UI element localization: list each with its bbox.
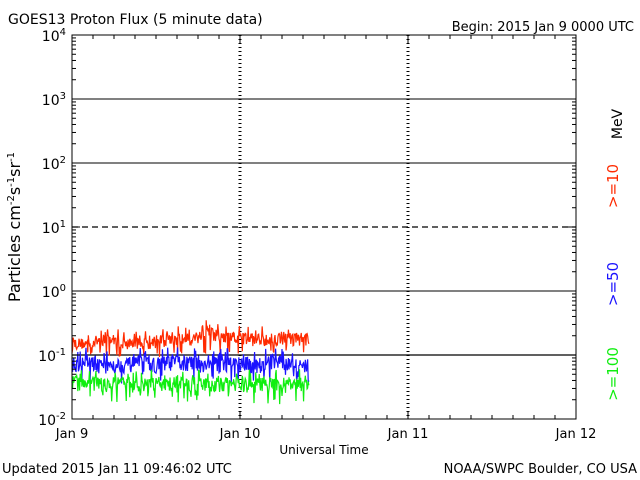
series-line <box>71 347 310 384</box>
x-tick-label: Jan 12 <box>555 427 597 442</box>
series-line <box>71 369 310 405</box>
credit: NOAA/SWPC Boulder, CO USA <box>444 462 637 477</box>
x-tick-label: Jan 9 <box>55 427 88 442</box>
legend-unit: MeV <box>610 108 626 139</box>
y-tick-label: 101 <box>42 219 66 237</box>
begin-time: Begin: 2015 Jan 9 0000 UTC <box>452 20 634 35</box>
axis-ticks <box>71 34 577 420</box>
y-tick-label: 104 <box>42 27 66 45</box>
x-tick-label: Jan 10 <box>219 427 261 442</box>
chart-title: GOES13 Proton Flux (5 minute data) <box>8 12 263 28</box>
y-tick-label: 10-1 <box>38 347 66 365</box>
legend-entry: >=100 <box>604 347 622 401</box>
legend: MeV >=10 >=50 >=100 <box>604 108 626 400</box>
y-tick-label: 103 <box>42 91 66 109</box>
y-tick-label: 102 <box>42 155 66 173</box>
series-line <box>71 320 310 358</box>
updated-timestamp: Updated 2015 Jan 11 09:46:02 UTC <box>2 462 232 477</box>
y-axis-label: Particles cm-2s-1sr-1 <box>5 152 24 302</box>
y-tick-label: 10-2 <box>38 411 66 429</box>
series-layer <box>71 320 310 405</box>
legend-entry: >=10 <box>604 164 622 208</box>
y-tick-label: 100 <box>42 283 66 301</box>
legend-entry: >=50 <box>604 262 622 306</box>
x-tick-label: Jan 11 <box>387 427 429 442</box>
x-tick-labels: Jan 9 Jan 10 Jan 11 Jan 12 <box>55 427 597 442</box>
threshold-lines <box>72 226 576 356</box>
x-axis-label: Universal Time <box>279 443 368 457</box>
y-tick-labels: 10-2 10-1 100 101 102 103 104 <box>38 27 66 429</box>
